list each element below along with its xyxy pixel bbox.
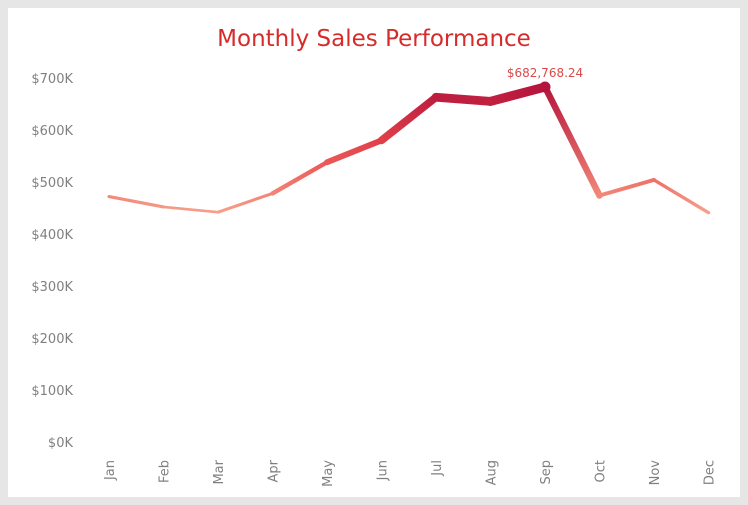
line-segment <box>377 93 440 145</box>
line-segment <box>485 82 550 106</box>
x-tick-label: Oct <box>594 460 609 482</box>
y-tick-label: $300K <box>31 280 73 295</box>
y-tick-label: $400K <box>31 228 73 243</box>
x-tick-label: Aug <box>485 460 500 485</box>
line-segment <box>107 195 166 209</box>
x-tick-label: Jan <box>103 460 118 481</box>
y-tick-label: $100K <box>31 384 73 399</box>
line-chart: $0K $100K $200K $300K $400K $500K $600K $700K Ja… <box>31 66 718 487</box>
x-tick-label: May <box>321 460 336 487</box>
x-tick-label: Feb <box>158 460 173 483</box>
line-segment <box>162 205 220 214</box>
y-tick-label: $500K <box>31 176 73 191</box>
x-tick-label: Mar <box>212 459 227 484</box>
line-segment <box>216 191 275 214</box>
x-tick-label: Nov <box>648 460 663 486</box>
x-tick-label: Jul <box>430 460 445 477</box>
x-tick-label: Apr <box>267 459 282 482</box>
chart-title: Monthly Sales Performance <box>217 26 531 52</box>
line-segment <box>270 160 330 196</box>
line-segment <box>652 178 711 215</box>
x-tick-label: Sep <box>539 460 554 485</box>
x-tick-label: Dec <box>703 460 718 485</box>
line-segment <box>431 92 495 106</box>
y-tick-label: $600K <box>31 124 73 139</box>
y-tick-label: $0K <box>48 436 74 451</box>
line-segment <box>541 83 603 199</box>
line-segment <box>324 137 385 166</box>
x-tick-label: Jun <box>376 460 391 481</box>
peak-point <box>539 81 551 93</box>
y-tick-label: $200K <box>31 332 73 347</box>
y-tick-label: $700K <box>31 72 73 87</box>
peak-data-label: $682,768.24 <box>507 66 583 80</box>
chart-card: Monthly Sales Performance $0K $100K $200K $… <box>8 8 740 497</box>
line-segment <box>597 177 656 198</box>
